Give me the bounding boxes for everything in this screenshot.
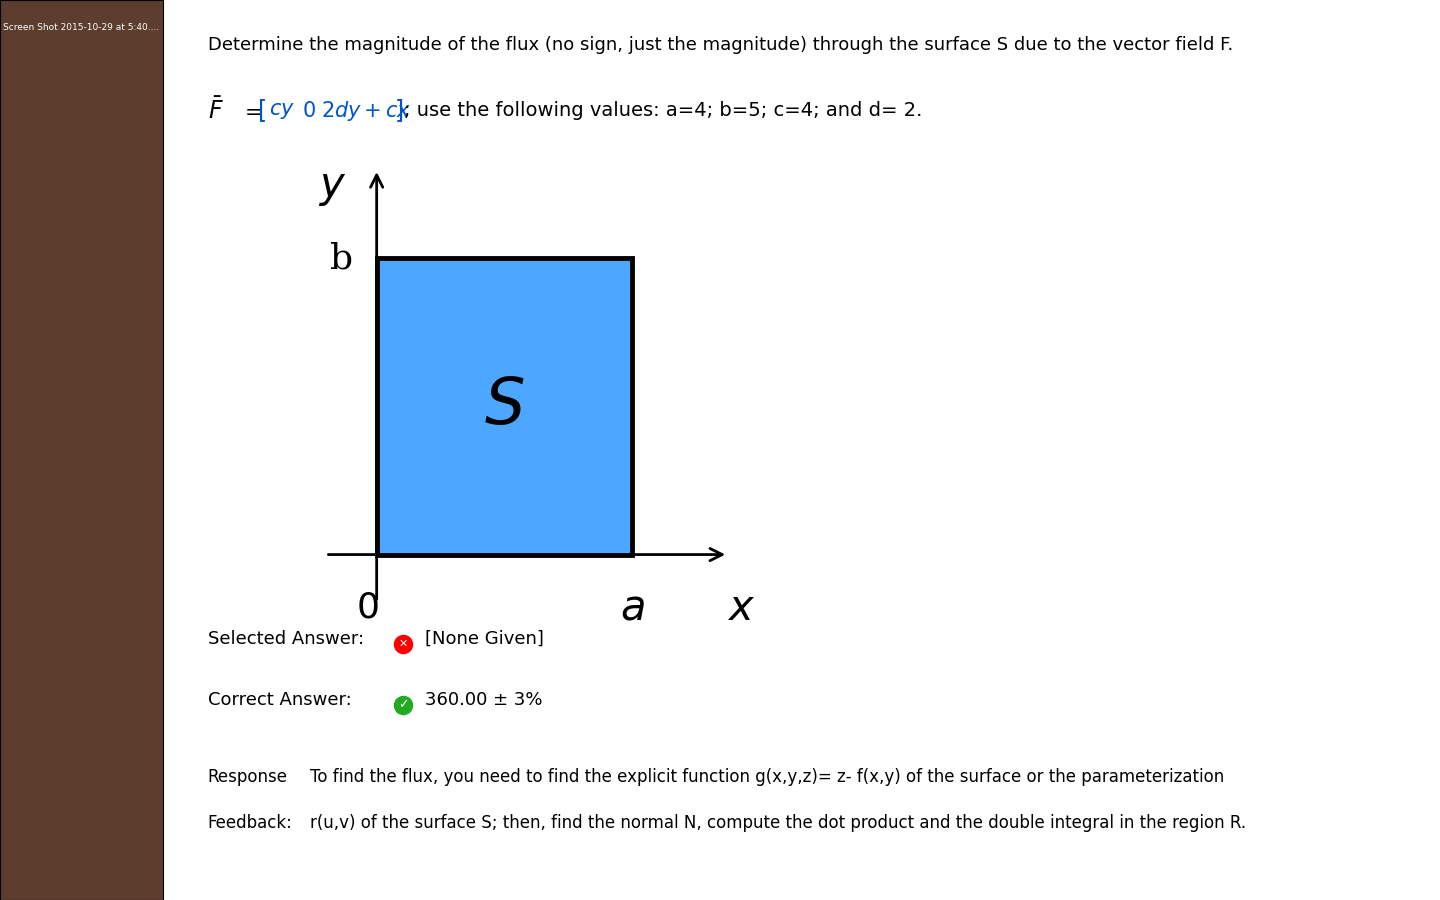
Text: $y$: $y$ bbox=[318, 166, 346, 208]
Text: $0$: $0$ bbox=[356, 591, 379, 625]
Text: ✕: ✕ bbox=[399, 638, 408, 649]
Text: [None Given]: [None Given] bbox=[425, 630, 544, 648]
Text: Determine the magnitude of the flux (no sign, just the magnitude) through the su: Determine the magnitude of the flux (no … bbox=[207, 36, 1233, 54]
Text: $]$: $]$ bbox=[395, 97, 403, 124]
Text: ; use the following values: a=4; b=5; c=4; and d= 2.: ; use the following values: a=4; b=5; c=… bbox=[405, 101, 923, 121]
Text: $0$: $0$ bbox=[302, 101, 315, 121]
Text: $=$: $=$ bbox=[239, 101, 261, 121]
Text: $[$: $[$ bbox=[258, 97, 266, 124]
Text: $S$: $S$ bbox=[484, 375, 524, 437]
Text: 360.00 ± 3%: 360.00 ± 3% bbox=[425, 691, 543, 709]
Text: Selected Answer:: Selected Answer: bbox=[207, 630, 364, 648]
Text: Feedback:: Feedback: bbox=[207, 814, 292, 832]
Bar bbox=[377, 258, 632, 554]
Text: b: b bbox=[330, 241, 353, 275]
Text: $2dy+cx$: $2dy+cx$ bbox=[321, 99, 412, 122]
Text: ✓: ✓ bbox=[397, 698, 409, 711]
Text: $\bar{F}$: $\bar{F}$ bbox=[207, 97, 223, 124]
Text: $cy$: $cy$ bbox=[269, 101, 295, 121]
Text: To find the flux, you need to find the explicit function g(x,y,z)= z- f(x,y) of : To find the flux, you need to find the e… bbox=[310, 768, 1224, 786]
Text: $a$: $a$ bbox=[619, 587, 645, 629]
Text: Screen Shot 2015-10-29 at 5:40....: Screen Shot 2015-10-29 at 5:40.... bbox=[3, 22, 160, 32]
Text: r(u,v) of the surface S; then, find the normal N, compute the dot product and th: r(u,v) of the surface S; then, find the … bbox=[310, 814, 1246, 832]
Text: $x$: $x$ bbox=[727, 587, 755, 629]
Text: Response: Response bbox=[207, 768, 288, 786]
Text: Correct Answer:: Correct Answer: bbox=[207, 691, 351, 709]
